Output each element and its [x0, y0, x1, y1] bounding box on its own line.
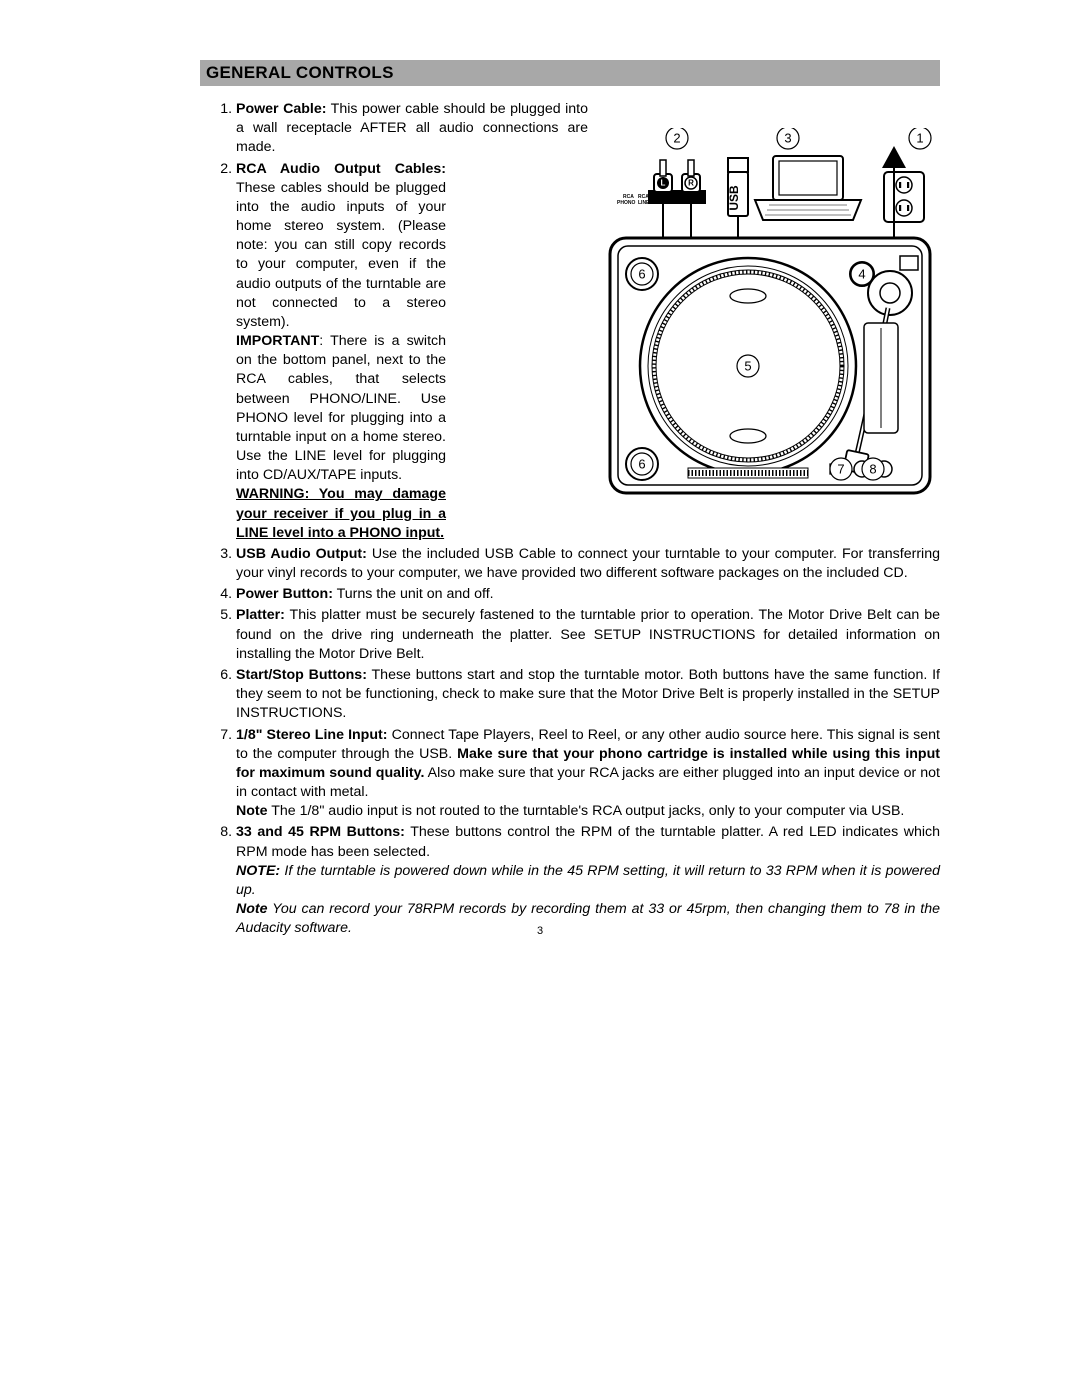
- control-item-4: Power Button: Turns the unit on and off.: [236, 585, 940, 604]
- control-item-3: USB Audio Output: Use the included USB C…: [236, 545, 940, 583]
- svg-text:7: 7: [837, 462, 844, 477]
- control-item-8: 33 and 45 RPM Buttons: These buttons con…: [236, 823, 940, 938]
- item8-note1-label: NOTE:: [236, 863, 280, 879]
- item5-body: This platter must be securely fastened t…: [236, 607, 940, 661]
- item2-body-a: These cables should be plugged into the …: [236, 180, 446, 330]
- svg-text:3: 3: [784, 131, 791, 146]
- item8-note1-body: If the turntable is powered down while i…: [236, 863, 940, 898]
- svg-text:LINE: LINE: [638, 200, 650, 206]
- item6-title: Start/Stop Buttons:: [236, 667, 367, 683]
- item1-title: Power Cable:: [236, 101, 326, 117]
- svg-text:L: L: [661, 179, 666, 188]
- item7-title: 1/8" Stereo Line Input:: [236, 727, 387, 743]
- svg-text:PHONO: PHONO: [617, 200, 635, 206]
- item2-warning: WARNING: You may damage your receiver if…: [236, 486, 446, 540]
- item4-body: Turns the unit on and off.: [333, 586, 494, 602]
- item7-note-body: The 1/8" audio input is not routed to th…: [268, 803, 905, 819]
- svg-text:5: 5: [744, 359, 751, 374]
- svg-text:8: 8: [869, 462, 876, 477]
- item3-title: USB Audio Output:: [236, 546, 367, 562]
- svg-text:R: R: [688, 179, 694, 188]
- turntable-diagram: USB L R RCA PHONO RCA LI: [600, 128, 940, 498]
- svg-text:6: 6: [638, 457, 645, 472]
- svg-text:6: 6: [638, 267, 645, 282]
- svg-text:USB: USB: [727, 185, 741, 211]
- page-number: 3: [537, 925, 543, 937]
- item4-title: Power Button:: [236, 586, 333, 602]
- control-item-5: Platter: This platter must be securely f…: [236, 606, 940, 664]
- item8-title: 33 and 45 RPM Buttons:: [236, 824, 405, 840]
- content-area: USB L R RCA PHONO RCA LI: [200, 100, 940, 940]
- item2-important-body: : There is a switch on the bottom panel,…: [236, 333, 446, 483]
- item8-note2-label: Note: [236, 901, 268, 917]
- item8-note2-body: You can record your 78RPM records by rec…: [236, 901, 940, 936]
- section-header: GENERAL CONTROLS: [200, 60, 940, 86]
- item7-note-label: Note: [236, 803, 268, 819]
- control-item-6: Start/Stop Buttons: These buttons start …: [236, 666, 940, 724]
- svg-text:4: 4: [858, 267, 865, 282]
- svg-text:2: 2: [673, 131, 680, 146]
- item5-title: Platter:: [236, 607, 285, 623]
- item2-important-label: IMPORTANT: [236, 333, 319, 349]
- item2-title: RCA Audio Output Cables:: [236, 161, 446, 177]
- control-item-7: 1/8" Stereo Line Input: Connect Tape Pla…: [236, 726, 940, 822]
- svg-text:1: 1: [916, 131, 923, 146]
